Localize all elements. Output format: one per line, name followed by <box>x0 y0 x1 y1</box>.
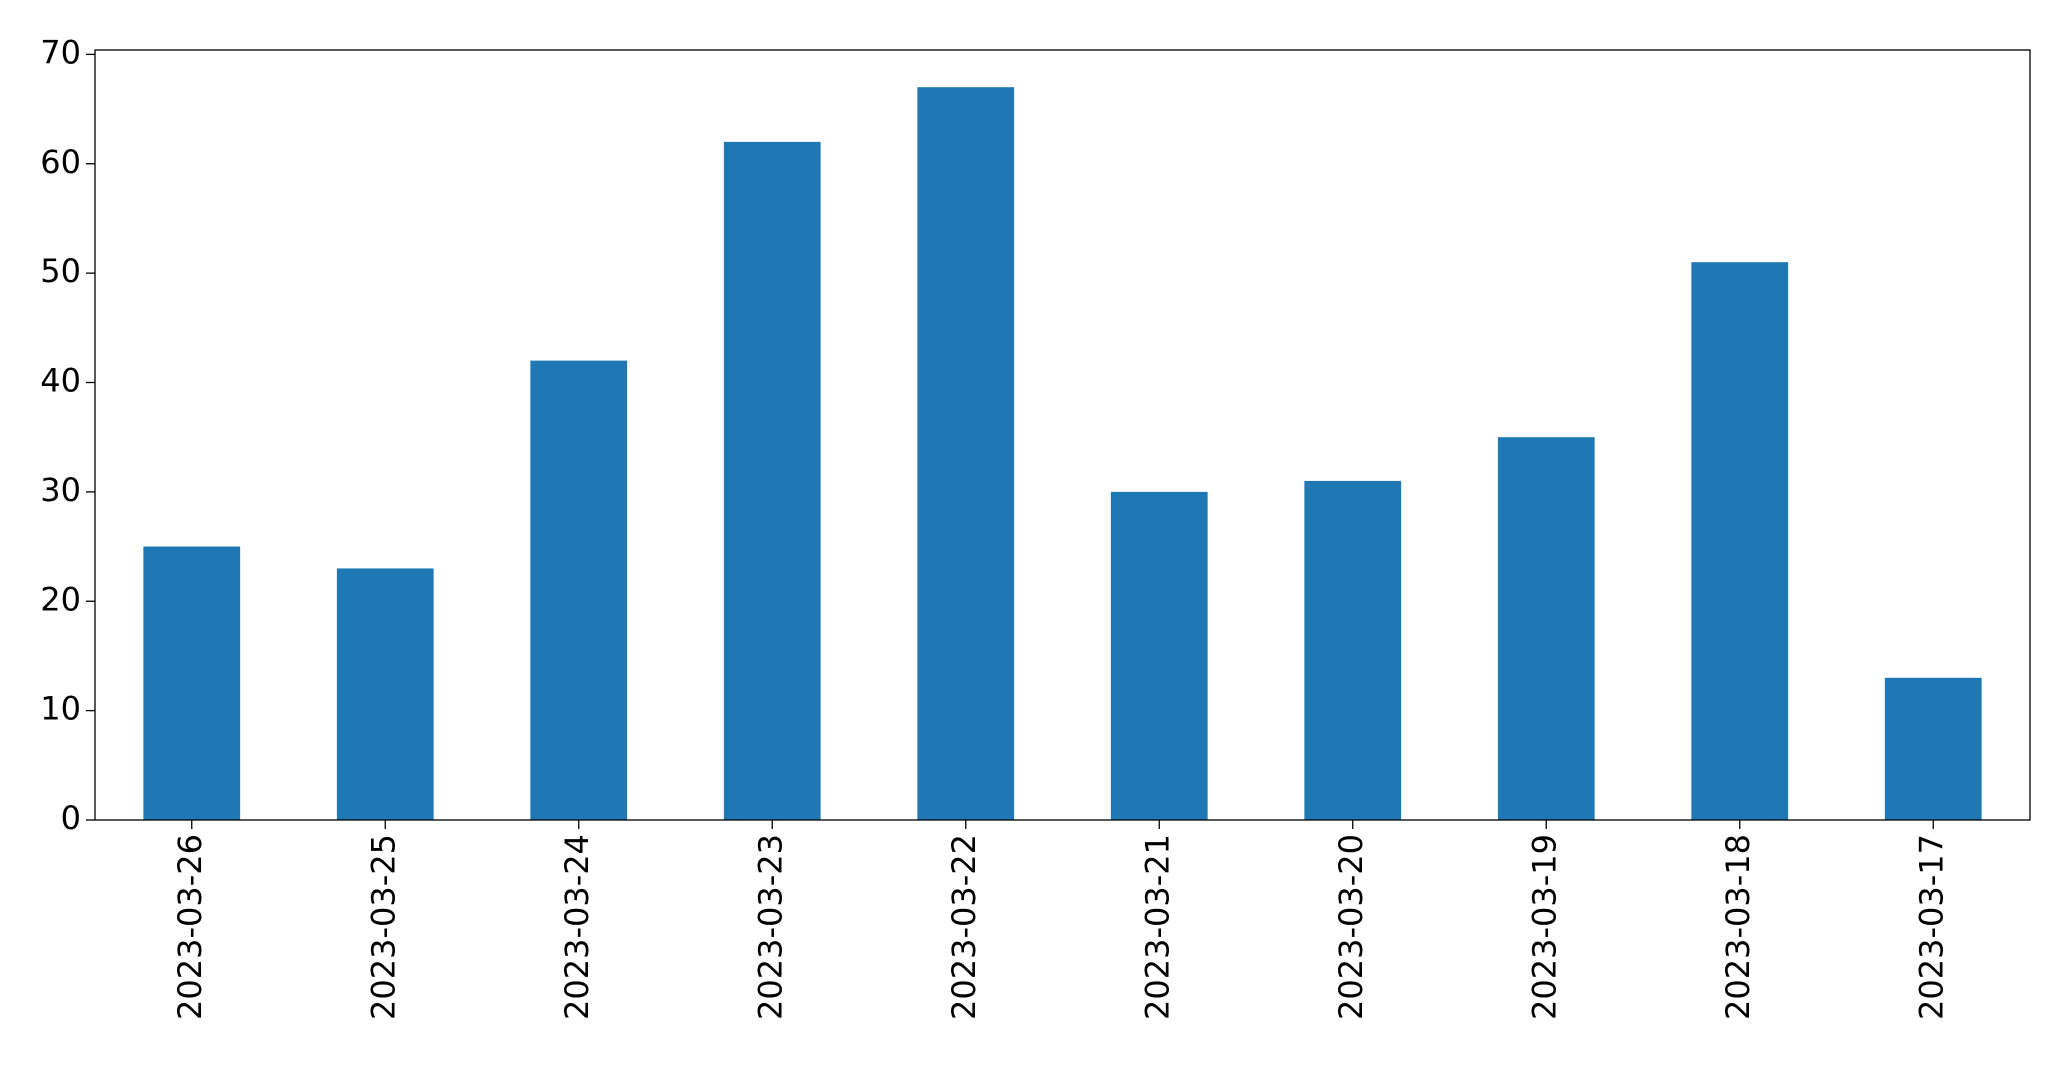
x-tick-label: 2023-03-21 <box>1138 834 1176 1020</box>
y-tick-label: 50 <box>40 252 81 290</box>
x-tick-label: 2023-03-18 <box>1719 834 1757 1020</box>
x-tick-label: 2023-03-22 <box>945 834 983 1020</box>
bar <box>1884 677 1982 820</box>
plot-frame <box>94 49 2031 821</box>
bar <box>530 360 628 820</box>
x-tick-label: 2023-03-17 <box>1912 834 1950 1020</box>
y-tick-label: 40 <box>40 362 81 400</box>
bar <box>1110 491 1208 820</box>
bar <box>143 546 241 820</box>
bar <box>917 87 1015 820</box>
bar <box>336 568 434 820</box>
x-tick-label: 2023-03-26 <box>171 834 209 1020</box>
y-tick-label: 20 <box>40 580 81 618</box>
bar <box>1691 262 1789 820</box>
bar <box>1304 480 1402 820</box>
y-tick-label: 30 <box>40 471 81 509</box>
y-tick-label: 10 <box>40 690 81 728</box>
bar <box>1497 437 1595 820</box>
y-tick-label: 60 <box>40 143 81 181</box>
x-tick-label: 2023-03-20 <box>1332 834 1370 1020</box>
x-tick-label: 2023-03-19 <box>1525 834 1563 1020</box>
y-tick-label: 70 <box>40 33 81 71</box>
x-tick-label: 2023-03-24 <box>558 834 596 1020</box>
x-tick-label: 2023-03-23 <box>751 834 789 1020</box>
y-tick-label: 0 <box>61 799 81 837</box>
bar <box>723 141 821 820</box>
x-tick-label: 2023-03-25 <box>364 834 402 1020</box>
